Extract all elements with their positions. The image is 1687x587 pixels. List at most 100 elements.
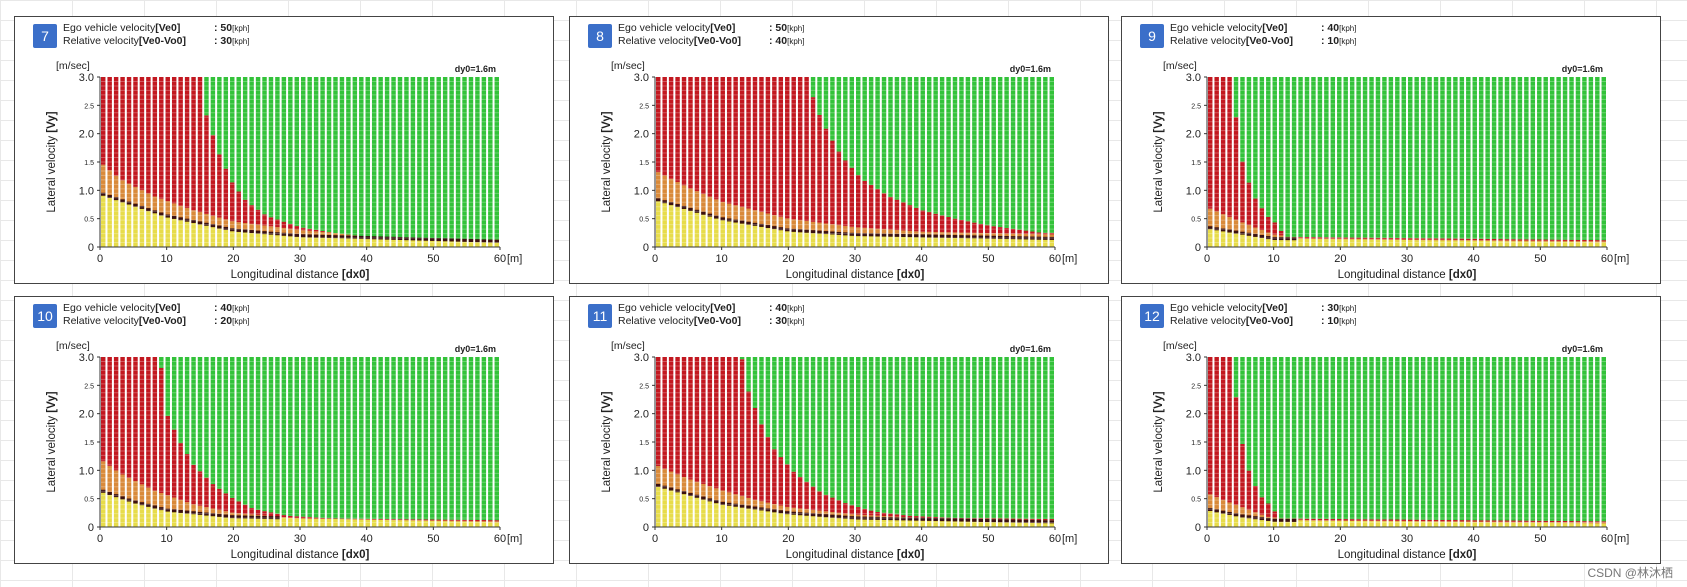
column-orange-region (120, 474, 125, 498)
boundary-mark (242, 229, 248, 233)
column-orange-region (836, 225, 842, 234)
column-red-region (952, 218, 958, 233)
column-red-region (475, 519, 480, 522)
column-green-region (1246, 77, 1252, 183)
column-orange-region (1259, 230, 1265, 237)
column-green-region (933, 357, 938, 517)
column-yellow-region (230, 229, 235, 247)
column-yellow-region (475, 521, 480, 527)
column-yellow-region (1343, 520, 1348, 527)
column-orange-region (1440, 239, 1445, 241)
chart-plot-9: 0 10 20 30 40 50 6000.51.01.52.02.53.0[m/sec][… (1153, 60, 1629, 281)
y-tick-label: 0 (88, 242, 94, 254)
column-yellow-region (746, 507, 751, 527)
column-green-region (1240, 77, 1245, 162)
boundary-mark (1043, 520, 1048, 524)
column-yellow-region (462, 521, 467, 527)
ego-velocity-colon: : (1321, 302, 1328, 314)
column-yellow-region (914, 235, 919, 247)
column-red-region (1317, 237, 1323, 239)
column-orange-region (339, 233, 345, 237)
column-yellow-region (1343, 239, 1348, 247)
boundary-mark (868, 516, 874, 520)
y-tick-label: 0 (1195, 242, 1201, 254)
column-yellow-region (1453, 240, 1458, 247)
column-orange-region (236, 222, 241, 231)
ego-velocity-value: : 40[kph] (769, 302, 804, 314)
column-orange-region (1395, 520, 1400, 522)
column-orange-region (333, 233, 338, 237)
column-orange-region (494, 521, 499, 523)
chart-number-badge: 9 (1140, 24, 1164, 48)
relative-velocity-colon: : (769, 35, 776, 47)
column-red-region (126, 357, 132, 478)
y-tick-label: 0 (88, 522, 94, 534)
column-yellow-region (391, 238, 396, 247)
boundary-mark (959, 235, 964, 239)
column-green-region (1343, 357, 1348, 520)
column-green-region (1491, 77, 1497, 240)
column-orange-region (681, 477, 687, 493)
column-orange-region (1472, 240, 1477, 241)
boundary-mark (449, 238, 454, 242)
column-green-region (875, 77, 880, 190)
column-green-region (1537, 77, 1542, 240)
column-orange-region (1537, 521, 1542, 523)
boundary-mark (223, 514, 229, 518)
boundary-mark (171, 215, 177, 219)
column-yellow-region (1330, 239, 1336, 247)
column-red-region (1433, 238, 1439, 240)
column-red-region (668, 357, 674, 472)
column-orange-region (1485, 240, 1490, 242)
boundary-mark (442, 238, 448, 242)
column-red-region (126, 77, 132, 184)
boundary-mark (985, 235, 990, 239)
column-red-region (455, 519, 461, 521)
column-yellow-region (817, 515, 822, 527)
column-green-region (1595, 77, 1600, 241)
column-orange-region (294, 229, 299, 236)
column-green-region (1601, 77, 1606, 241)
relative-velocity-value: : 30[kph] (769, 315, 804, 327)
column-yellow-region (714, 501, 719, 527)
y-tick-label: 1.5 (84, 440, 94, 447)
column-orange-region (1472, 521, 1477, 523)
column-red-region (268, 217, 274, 227)
chart-plot-12: 0 10 20 30 40 50 6000.51.01.52.02.53.0[m/sec][… (1153, 340, 1629, 561)
column-red-region (1208, 77, 1213, 209)
boundary-mark (113, 197, 119, 201)
column-green-region (946, 77, 951, 218)
column-yellow-region (739, 506, 745, 527)
relative-velocity-number: 30 (775, 315, 788, 327)
column-red-region (1446, 519, 1452, 522)
column-yellow-region (1543, 241, 1548, 247)
column-orange-region (1498, 521, 1503, 523)
column-green-region (326, 77, 332, 233)
boundary-mark (836, 231, 842, 235)
boundary-mark (113, 494, 119, 498)
boundary-mark (159, 507, 164, 511)
column-red-region (165, 77, 170, 202)
column-orange-region (739, 206, 745, 223)
boundary-mark (1036, 520, 1042, 524)
chart-number-badge: 10 (33, 304, 57, 328)
column-red-region (236, 501, 241, 514)
column-yellow-region (262, 232, 267, 247)
column-green-region (907, 357, 913, 516)
boundary-mark (985, 519, 990, 523)
column-red-region (733, 77, 738, 206)
column-orange-region (823, 223, 829, 233)
column-green-region (1291, 357, 1297, 519)
ego-velocity-label: Ego vehicle velocity (1170, 22, 1263, 34)
column-green-region (1278, 77, 1284, 231)
column-orange-region (1208, 494, 1213, 510)
column-green-region (417, 357, 422, 520)
boundary-mark (1049, 236, 1054, 240)
column-yellow-region (468, 521, 474, 527)
column-green-region (759, 357, 764, 425)
column-green-region (281, 357, 287, 516)
column-yellow-region (455, 521, 461, 527)
column-orange-region (1004, 233, 1009, 238)
boundary-mark (1004, 236, 1009, 240)
column-orange-region (752, 210, 758, 225)
